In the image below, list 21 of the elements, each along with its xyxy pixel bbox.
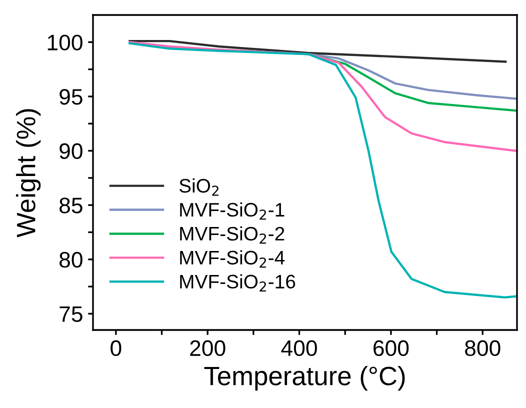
y-axis-title: Weight (%) bbox=[16, 109, 41, 238]
legend-label: MVF-SiO$_{2}$-1 bbox=[180, 202, 284, 220]
line-series bbox=[128, 42, 517, 299]
legend-label: MVF-SiO$_{2}$-2 bbox=[180, 226, 284, 244]
y-tick-label: 80 bbox=[60, 252, 82, 268]
x-tick-label: 400 bbox=[281, 340, 317, 356]
y-tick-label: 85 bbox=[60, 198, 82, 214]
x-tick-label: 0 bbox=[110, 340, 122, 356]
y-tick-label: 95 bbox=[60, 89, 82, 105]
y-tick-label: 75 bbox=[60, 306, 82, 322]
y-tick-label: 90 bbox=[60, 143, 82, 160]
x-axis-title: Temperature (°C) bbox=[204, 366, 405, 391]
legend-label: SiO$_{2}$ bbox=[179, 178, 218, 196]
line-series bbox=[128, 41, 517, 152]
y-tick-label: 100 bbox=[48, 34, 82, 50]
legend-label: MVF-SiO$_{2}$-4 bbox=[180, 250, 285, 268]
x-tick-label: 800 bbox=[465, 340, 500, 356]
legend-label: MVF-SiO$_{2}$-16 bbox=[180, 274, 296, 292]
x-tick-label: 600 bbox=[374, 340, 409, 356]
x-tick-label: 200 bbox=[190, 340, 226, 356]
line-series bbox=[128, 40, 507, 63]
